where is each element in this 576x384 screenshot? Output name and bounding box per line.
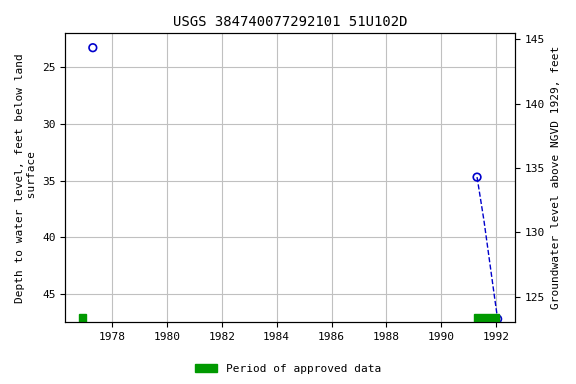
Bar [474,314,499,323]
Y-axis label: Groundwater level above NGVD 1929, feet: Groundwater level above NGVD 1929, feet [551,46,561,309]
Legend: Period of approved data: Period of approved data [191,359,385,379]
Point [88,45,97,51]
Y-axis label: Depth to water level, feet below land
 surface: Depth to water level, feet below land su… [15,53,37,303]
Point [472,174,482,180]
Point [493,316,502,322]
Bar [79,314,86,323]
Title: USGS 384740077292101 51U102D: USGS 384740077292101 51U102D [173,15,408,29]
